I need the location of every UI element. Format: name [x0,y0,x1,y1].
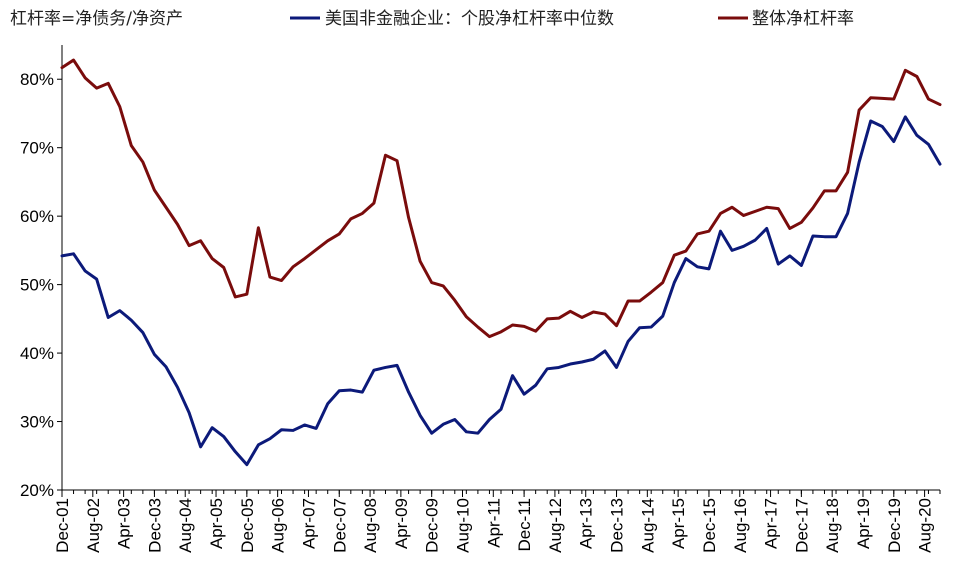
x-tick-label: Apr-05 [207,498,226,549]
x-tick-label: Apr-11 [484,498,503,548]
x-tick-label: Dec-13 [608,498,627,553]
x-tick-label: Aug-20 [916,498,935,553]
axes: 20% 30% 40% 50% 60% 70% 80% Dec-01 Aug-02 Apr-03 D… [20,45,941,553]
x-tick-label: Aug-10 [453,498,472,553]
x-tick-label: Dec-11 [515,498,534,552]
y-tick-label: 30% [20,413,54,432]
series-line-overall [60,58,942,339]
y-axis-note: 杠杆率=净债务/净资产 [10,9,183,29]
x-tick-label: Dec-15 [700,498,719,553]
x-tick-label: Dec-01 [53,498,72,553]
x-tick-label: Apr-09 [392,498,411,549]
x-tick-label: Apr-03 [115,498,134,549]
series-line-median [60,115,942,467]
y-tick-label: 40% [20,344,54,363]
x-tick-label: Dec-05 [238,498,257,553]
y-tick-label: 80% [20,70,54,89]
x-tick-label: Apr-07 [299,498,318,549]
x-tick-label: Aug-02 [84,498,103,553]
series-group [60,58,942,467]
x-tick-label: Dec-09 [423,498,442,553]
legend-label-overall: 整体净杠杆率 [752,9,854,29]
x-tick-label: Aug-18 [823,498,842,553]
x-tick-label: Apr-13 [577,498,596,549]
x-tick-label: Aug-08 [361,498,380,553]
x-tick-label: Dec-03 [145,498,164,553]
legend-label-median: 美国非金融企业：个股净杠杆率中位数 [325,9,614,29]
y-tick-label: 70% [20,139,54,158]
x-tick-label: Dec-17 [792,498,811,553]
x-tick-label: Aug-16 [731,498,750,553]
x-tick-label: Dec-07 [330,498,349,553]
x-tick-label: Dec-19 [885,498,904,553]
x-tick-label: Apr-15 [669,498,688,549]
x-tick-label: Apr-19 [854,498,873,549]
x-tick-label: Aug-04 [176,498,195,553]
y-tick-label: 20% [20,481,54,500]
x-tick-label: Aug-06 [269,498,288,553]
x-tick-label: Aug-14 [638,498,657,553]
legend: 杠杆率=净债务/净资产 美国非金融企业：个股净杠杆率中位数 整体净杠杆率 [10,9,854,29]
x-tick-label: Apr-17 [762,498,781,549]
x-tick-label: Aug-12 [546,498,565,553]
y-tick-label: 50% [20,276,54,295]
y-tick-label: 60% [20,207,54,226]
